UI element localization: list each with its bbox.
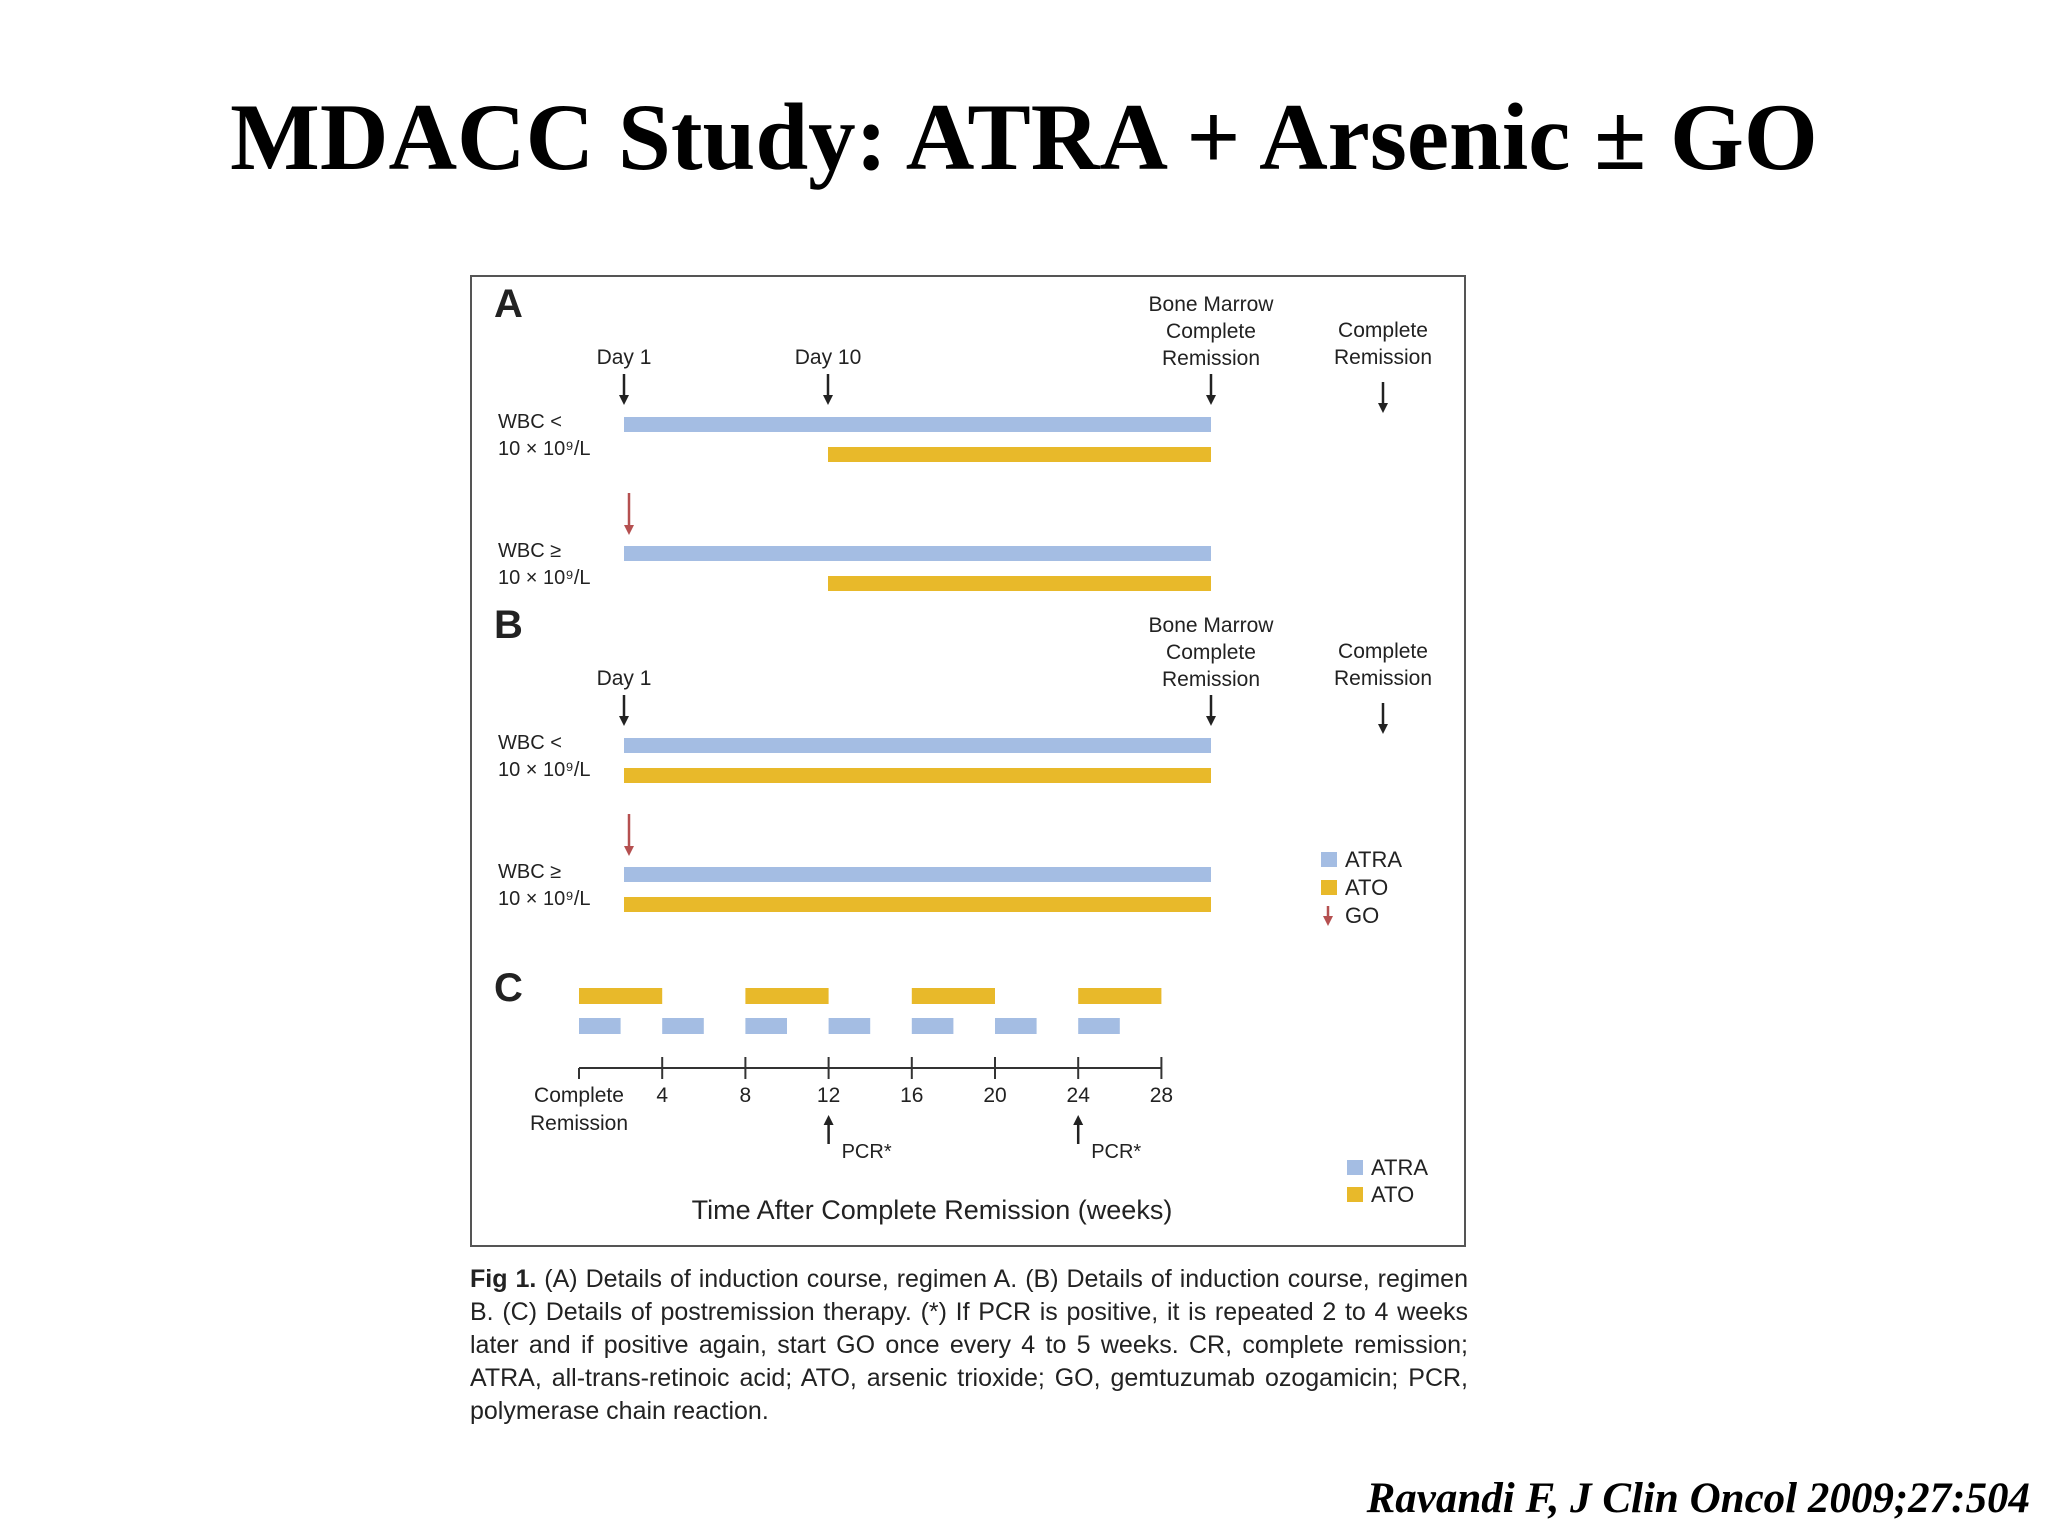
slide-title: MDACC Study: ATRA + Arsenic ± GO — [230, 84, 1818, 190]
panel-a-row-label: 10 × 10⁹/L — [498, 567, 591, 589]
legend-ato-label: ATO — [1345, 875, 1388, 900]
postremission-atra-block — [1078, 1018, 1120, 1034]
panel-b-bm-cr-arrow-head — [1206, 716, 1216, 726]
week-tick-label: 16 — [900, 1084, 923, 1107]
panel-b-go-arrow — [624, 814, 634, 856]
panel-b-cr-arrow-head — [1378, 724, 1388, 734]
panel-a-ato-bar — [828, 447, 1211, 462]
axis-start-label: Complete — [534, 1084, 624, 1107]
panel-b-day1-arrow-head — [619, 716, 629, 726]
postremission-ato-block — [911, 988, 995, 1004]
panel-b-panel-letter: B — [494, 603, 523, 647]
panel-b-row-label: 10 × 10⁹/L — [498, 759, 591, 781]
legend-go-swatch — [1323, 906, 1333, 926]
figure-frame: A Bone Marrow Complete Remission Complete Rem… — [470, 275, 1466, 1247]
week-tick-label: 12 — [817, 1084, 840, 1107]
week-tick-label: 28 — [1150, 1084, 1173, 1107]
panel-a-day10-arrow — [823, 374, 833, 405]
panel-c-legend-ato-label: ATO — [1371, 1182, 1414, 1207]
panel-b-cr-label: Complete — [1338, 640, 1428, 663]
postremission-atra-block — [662, 1018, 704, 1034]
postremission-atra-block — [995, 1018, 1037, 1034]
panel-b-go-arrow-head — [624, 846, 634, 856]
panel-a-day1-arrow — [619, 374, 629, 405]
figure-caption: Fig 1. (A) Details of induction course, … — [470, 1263, 1468, 1428]
panel-a-bm-cr-arrow-head — [1206, 395, 1216, 405]
pcr-arrow — [1073, 1115, 1084, 1144]
panel-b-atra-bar — [624, 738, 1211, 753]
panel-a-bm-cr-label: Remission — [1162, 347, 1260, 370]
panel-a-atra-bar — [624, 417, 1211, 432]
postremission-atra-block — [911, 1018, 954, 1034]
panel-a-row-label: 10 × 10⁹/L — [498, 438, 591, 460]
week-tick-label: 4 — [656, 1084, 668, 1107]
panel-b-bm-cr-label: Bone Marrow — [1149, 614, 1275, 637]
panel-b-day1-label: Day 1 — [597, 667, 652, 690]
legend-go-swatch-head — [1323, 916, 1333, 926]
panel-b-bm-cr-arrow — [1206, 695, 1216, 726]
panel-b-bm-cr-label: Complete — [1166, 641, 1256, 664]
legend-go-label: GO — [1345, 903, 1379, 928]
week-tick-label: 24 — [1067, 1084, 1091, 1107]
panel-a-cr-arrow — [1378, 382, 1388, 413]
panel-b-atra-bar — [624, 867, 1211, 882]
citation: Ravandi F, J Clin Oncol 2009;27:504 — [1366, 1475, 2030, 1522]
week-tick-label: 20 — [983, 1084, 1006, 1107]
panel-a-row-label: WBC < — [498, 411, 562, 433]
panel-a-day1-label: Day 1 — [597, 346, 652, 369]
panel-a-day10-label: Day 10 — [795, 346, 862, 369]
panel-b-row-label: 10 × 10⁹/L — [498, 888, 591, 910]
pcr-arrow — [823, 1115, 834, 1144]
panel-a-cr-label: Remission — [1334, 346, 1432, 369]
panel-a-panel-letter: A — [494, 282, 523, 326]
postremission-atra-block — [745, 1018, 787, 1034]
panel-a-atra-bar — [624, 546, 1211, 561]
postremission-ato-block — [1078, 988, 1162, 1004]
panel-b-cr-label: Remission — [1334, 667, 1432, 690]
postremission-atra-block — [579, 1018, 621, 1034]
pcr-arrow-head — [1073, 1115, 1084, 1125]
panel-a-cr-arrow-head — [1378, 403, 1388, 413]
panel-a-cr-label: Complete — [1338, 319, 1428, 342]
panel-b-cr-arrow — [1378, 703, 1388, 734]
panel-c-xlabel: Time After Complete Remission (weeks) — [692, 1195, 1173, 1225]
caption-text: (A) Details of induction course, regimen… — [470, 1265, 1468, 1425]
panel-a-row-label: WBC ≥ — [498, 540, 561, 562]
panel-b-bm-cr-label: Remission — [1162, 668, 1260, 691]
panel-b-row-label: WBC ≥ — [498, 861, 561, 883]
panel-a-bm-cr-label: Bone Marrow — [1149, 293, 1275, 316]
axis-start-label: Remission — [530, 1112, 628, 1135]
panel-a-bm-cr-label: Complete — [1166, 320, 1256, 343]
panel-a-bm-cr-arrow — [1206, 374, 1216, 405]
panel-b-ato-bar — [624, 897, 1211, 912]
panel-b-ato-bar — [624, 768, 1211, 783]
panel-b-row-label: WBC < — [498, 732, 562, 754]
panel-a-day10-arrow-head — [823, 395, 833, 405]
panel-a-ato-bar — [828, 576, 1211, 591]
panel-b-day1-arrow — [619, 695, 629, 726]
postremission-ato-block — [579, 988, 663, 1004]
caption-label: Fig 1. — [470, 1265, 537, 1293]
postremission-ato-block — [745, 988, 829, 1004]
postremission-atra-block — [828, 1018, 871, 1034]
panel-c-letter: C — [494, 966, 523, 1010]
legend-atra-label: ATRA — [1345, 847, 1402, 872]
panel-a-go-arrow-head — [624, 525, 634, 535]
panel-a-go-arrow — [624, 493, 634, 535]
panel-a-day1-arrow-head — [619, 395, 629, 405]
pcr-arrow-head — [823, 1115, 834, 1125]
legend-ato-swatch — [1321, 880, 1337, 895]
pcr-label: PCR* — [1091, 1141, 1141, 1163]
legend-atra-swatch — [1321, 852, 1337, 867]
week-tick-label: 8 — [740, 1084, 752, 1107]
panel-c-legend-atra-label: ATRA — [1371, 1155, 1428, 1180]
regimen-diagram: A Bone Marrow Complete Remission Complete Rem… — [494, 282, 1432, 1225]
pcr-label: PCR* — [842, 1141, 892, 1163]
panel-c-legend-atra-swatch — [1347, 1160, 1363, 1175]
panel-c-legend-ato-swatch — [1347, 1187, 1363, 1202]
